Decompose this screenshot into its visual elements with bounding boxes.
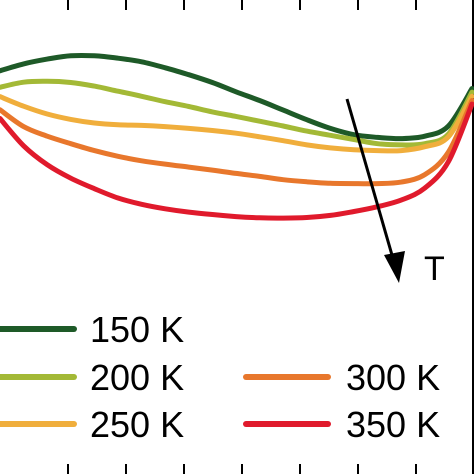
series-layer [0, 52, 474, 221]
legend: 150 K 200 K 250 K 300 K 350 K [0, 309, 440, 445]
series-line-350-k [0, 101, 474, 221]
bottom-axis-ticks [67, 464, 417, 474]
temperature-arrow-head [384, 251, 405, 283]
series-line-250-k [0, 93, 474, 154]
legend-label-250-k: 250 K [90, 404, 184, 445]
temperature-arrow-label: T [424, 250, 445, 288]
temperature-arrow-shaft [345, 98, 396, 263]
legend-label-150-k: 150 K [90, 309, 184, 350]
legend-label-200-k: 200 K [90, 357, 184, 398]
series-line-300-k [0, 98, 474, 187]
series-line-200-k [0, 78, 474, 148]
series-line-150-k [0, 52, 474, 142]
temperature-arrow [345, 98, 405, 283]
top-axis-ticks [67, 0, 417, 10]
legend-label-350-k: 350 K [346, 404, 440, 445]
legend-label-300-k: 300 K [346, 357, 440, 398]
